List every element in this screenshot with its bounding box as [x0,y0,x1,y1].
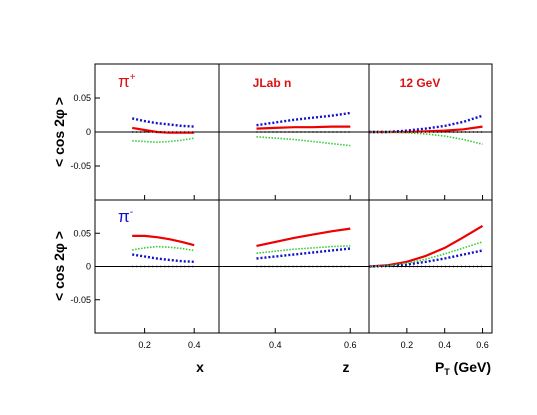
x-tick-label: 0.4 [438,340,451,350]
series-blue-dotted-line [131,117,195,128]
panel-pi-minus-x [94,199,220,334]
series-blue-dotted-line [256,247,351,260]
row-label-pi-plus: π+ [118,72,136,91]
series-green-dotted-line [132,137,195,143]
series-green-dotted-line [256,245,351,254]
x-axis-title-unit: (GeV) [450,359,491,375]
x-axis-title: PT (GeV) [435,359,491,377]
panel-pi-plus-x [94,63,220,201]
series-blue-dotted-line [256,111,351,127]
y-tick-label: 0.05 [73,228,91,238]
x-axis-title-subscript: T [444,367,450,377]
panel-annotation: JLab n [253,76,292,90]
x-tick-label: 0.2 [138,340,151,350]
series-red-solid-line [132,234,195,247]
y-axis-title: < cos 2φ > [51,97,67,167]
y-tick-label: 0 [86,262,91,272]
series-green-dotted-line [256,136,351,147]
series-green-dotted-line [132,245,195,252]
y-tick-label: 0.05 [73,93,91,103]
panel-pi-plus-z [218,63,370,201]
series-red-solid-line [256,125,351,130]
series-red-solid-line [132,126,195,134]
x-axis-title: x [196,359,204,375]
panel-annotation: 12 GeV [400,76,441,90]
series-red-solid-line [256,227,351,247]
x-tick-label: 0.6 [476,340,489,350]
charge-superscript: - [130,207,133,218]
panel-pi-plus-p [368,63,493,201]
x-tick-label: 0.6 [344,340,357,350]
x-tick-label: 0.2 [401,340,414,350]
series-red-solid-line [368,224,484,268]
charge-superscript: + [130,72,136,83]
x-tick-label: 0.4 [269,340,282,350]
y-tick-label: -0.05 [70,161,91,171]
x-tick-label: 0.4 [188,340,201,350]
series-green-dotted-line [368,241,483,268]
series-blue-dotted-line [369,114,483,134]
y-tick-label: -0.05 [70,295,91,305]
row-label-pi-minus: π- [118,207,133,226]
y-axis-title: < cos 2φ > [51,231,67,301]
x-axis-title: z [343,359,350,375]
series-blue-dotted-line [368,249,483,268]
panel-pi-minus-p [368,199,493,334]
y-tick-label: 0 [86,127,91,137]
series-green-dotted-line [369,131,483,145]
series-blue-dotted-line [132,253,195,263]
panel-pi-minus-z [218,199,370,334]
